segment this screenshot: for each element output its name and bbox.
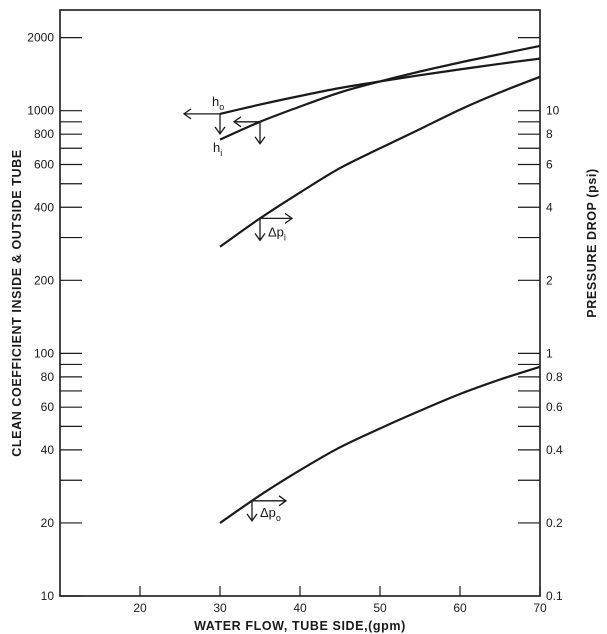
left-tick-label: 1000 — [27, 104, 54, 118]
right-tick-label: 0.1 — [546, 589, 563, 603]
curve-annotations: ho hi Δpi Δpo — [182, 94, 294, 523]
curve-label: Δpi — [268, 224, 286, 242]
right-tick-label: 6 — [546, 158, 553, 172]
bottom-tick-label: 50 — [373, 601, 387, 615]
right-tick-label: 0.8 — [546, 370, 563, 384]
arrow-head-down — [254, 136, 266, 145]
right-tick-label: 8 — [546, 127, 553, 141]
right-tick-label: 10 — [546, 104, 560, 118]
y-axis-label-left: CLEAN COEFFICIENT INSIDE & OUTSIDE TUBE — [10, 149, 24, 456]
left-tick-label: 400 — [34, 200, 54, 214]
left-tick-label: 200 — [34, 273, 54, 287]
left-tick-label: 60 — [41, 400, 55, 414]
bottom-axis-ticks: 20 30 40 50 60 70 — [133, 586, 547, 615]
curve-label: ho — [212, 94, 224, 112]
series-line — [219, 75, 541, 248]
y-axis-label-right: PRESSURE DROP (psi) — [585, 168, 599, 317]
left-tick-label: 10 — [41, 589, 55, 603]
bottom-tick-label: 30 — [213, 601, 227, 615]
series-line — [219, 44, 541, 141]
right-tick-label: 1 — [546, 346, 553, 360]
left-tick-label: 100 — [34, 346, 54, 360]
arrow-head-left — [232, 116, 242, 128]
right-tick-label: 4 — [546, 200, 553, 214]
right-tick-label: 0.4 — [546, 443, 563, 457]
arrow-head-down — [214, 126, 226, 136]
left-axis-ticks: 10 20 40 60 80 100 200 400 600 800 1000 2000 — [27, 31, 82, 603]
right-tick-label: 0.2 — [546, 516, 563, 530]
left-tick-label: 800 — [34, 127, 54, 141]
plot-frame — [59, 9, 541, 597]
curve-label: Δpo — [260, 505, 281, 523]
right-tick-label: 2 — [546, 273, 553, 287]
x-axis-label: WATER FLOW, TUBE SIDE,(gpm) — [194, 619, 406, 633]
bottom-tick-label: 60 — [453, 601, 467, 615]
series-line — [219, 365, 541, 524]
bottom-tick-label: 40 — [293, 601, 307, 615]
left-tick-label: 20 — [41, 516, 55, 530]
right-tick-label: 0.6 — [546, 400, 563, 414]
bottom-tick-label: 70 — [533, 601, 547, 615]
arrow-head-right — [284, 212, 294, 224]
right-axis-ticks: 0.1 0.2 0.4 0.6 0.8 1 2 4 6 8 10 — [518, 37, 563, 603]
arrow-head-right — [278, 495, 288, 507]
arrow-head-down — [246, 513, 258, 522]
arrow-head-down — [254, 232, 266, 242]
bottom-tick-label: 20 — [133, 601, 147, 615]
curve-label: hi — [213, 140, 222, 158]
series-curves — [219, 44, 541, 524]
arrow-head-left — [182, 108, 192, 120]
series-line — [219, 57, 541, 115]
left-tick-label: 80 — [41, 370, 55, 384]
left-tick-label: 40 — [41, 443, 55, 457]
left-tick-label: 2000 — [27, 31, 54, 45]
left-tick-label: 600 — [34, 158, 54, 172]
